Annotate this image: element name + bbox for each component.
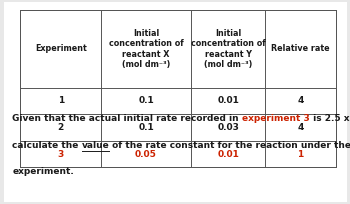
Text: 0.1: 0.1 [138, 96, 154, 105]
Text: Experiment: Experiment [35, 44, 86, 53]
Text: experiment.: experiment. [12, 167, 74, 176]
Text: Initial
concentration of
reactant Y
(mol dm⁻³): Initial concentration of reactant Y (mol… [191, 29, 266, 69]
Text: 1: 1 [298, 150, 304, 159]
Text: 4: 4 [298, 96, 304, 105]
FancyBboxPatch shape [4, 2, 346, 202]
Text: 0.1: 0.1 [138, 123, 154, 132]
Text: 0.01: 0.01 [217, 150, 239, 159]
Text: 3: 3 [57, 150, 64, 159]
Text: of the rate constant for the reaction under the conditions of the: of the rate constant for the reaction un… [110, 141, 350, 150]
Text: 2: 2 [57, 123, 64, 132]
Text: Initial
concentration of
reactant X
(mol dm⁻³): Initial concentration of reactant X (mol… [108, 29, 183, 69]
Text: 0.01: 0.01 [217, 96, 239, 105]
Text: 4: 4 [298, 123, 304, 132]
Text: 0.05: 0.05 [135, 150, 157, 159]
Text: is 2.5 x 10⁻³ mol dm⁻³ s⁻¹,: is 2.5 x 10⁻³ mol dm⁻³ s⁻¹, [310, 114, 350, 123]
Text: calculate the: calculate the [12, 141, 82, 150]
Text: Given that the actual initial rate recorded in: Given that the actual initial rate recor… [12, 114, 242, 123]
Text: 1: 1 [57, 96, 64, 105]
Text: 0.03: 0.03 [217, 123, 239, 132]
Text: experiment 3: experiment 3 [242, 114, 310, 123]
Text: value: value [82, 141, 110, 150]
Text: Relative rate: Relative rate [271, 44, 330, 53]
Bar [20, 10, 336, 167]
